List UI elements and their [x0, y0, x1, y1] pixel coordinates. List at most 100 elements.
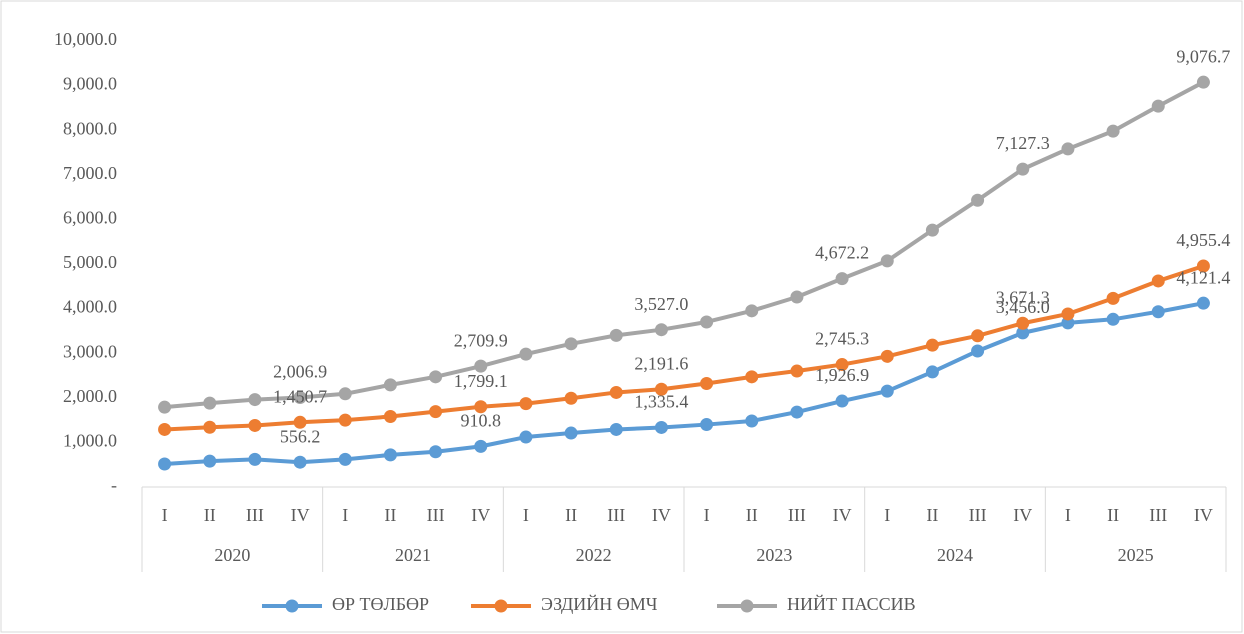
data-point: [338, 387, 352, 401]
x-group-label: 2021: [395, 545, 431, 565]
data-point: [835, 358, 849, 372]
data-point: [609, 385, 623, 399]
y-tick-label: 4,000.0: [63, 297, 117, 317]
data-point: [654, 382, 668, 396]
y-tick-label: 1,000.0: [63, 431, 117, 451]
legend-marker: [740, 599, 754, 613]
x-tick-label: IV: [1194, 505, 1213, 525]
x-tick-label: II: [1107, 505, 1119, 525]
y-tick-label: 2,000.0: [63, 386, 117, 406]
data-point: [745, 370, 759, 384]
data-point: [925, 338, 939, 352]
x-group-label: 2024: [937, 545, 973, 565]
x-tick-label: III: [246, 505, 264, 525]
data-point: [383, 378, 397, 392]
data-point: [474, 359, 488, 373]
data-point: [971, 344, 985, 358]
data-label: 1,799.1: [454, 371, 508, 391]
legend-marker: [494, 599, 508, 613]
data-point: [203, 420, 217, 434]
x-tick-label: I: [1065, 505, 1071, 525]
data-label: 9,076.7: [1176, 46, 1230, 66]
data-point: [1151, 305, 1165, 319]
data-label: 1,450.7: [273, 386, 327, 406]
x-tick-label: II: [565, 505, 577, 525]
y-tick-label: 8,000.0: [63, 118, 117, 138]
data-point: [1106, 312, 1120, 326]
x-tick-label: IV: [291, 505, 310, 525]
data-point: [564, 426, 578, 440]
data-point: [925, 223, 939, 237]
data-point: [700, 377, 714, 391]
data-point: [880, 384, 894, 398]
data-label: 2,191.6: [634, 353, 688, 373]
data-label: 556.2: [280, 426, 321, 446]
x-tick-label: III: [969, 505, 987, 525]
data-label: 4,121.4: [1176, 267, 1230, 287]
data-point: [1196, 296, 1210, 310]
y-tick-label: -: [111, 475, 117, 495]
data-label: 7,127.3: [996, 133, 1050, 153]
data-point: [790, 364, 804, 378]
data-point: [1196, 75, 1210, 89]
data-label: 2,709.9: [454, 330, 508, 350]
data-label: 2,006.9: [273, 362, 327, 382]
data-point: [474, 439, 488, 453]
x-group-label: 2022: [576, 545, 612, 565]
data-point: [609, 422, 623, 436]
data-point: [700, 418, 714, 432]
x-tick-label: IV: [1013, 505, 1032, 525]
x-tick-label: II: [746, 505, 758, 525]
data-point: [1106, 291, 1120, 305]
data-label: 3,527.0: [634, 294, 688, 314]
y-tick-label: 5,000.0: [63, 252, 117, 272]
data-point: [383, 448, 397, 462]
data-point: [1016, 316, 1030, 330]
data-point: [835, 272, 849, 286]
x-tick-label: I: [523, 505, 529, 525]
x-group-label: 2025: [1118, 545, 1154, 565]
data-point: [654, 323, 668, 337]
data-point: [474, 400, 488, 414]
data-point: [971, 329, 985, 343]
series-line: [164, 301, 1204, 467]
x-tick-label: IV: [652, 505, 671, 525]
y-tick-label: 9,000.0: [63, 74, 117, 94]
legend-label: ЭЗДИЙН ӨМЧ: [541, 594, 658, 614]
series-line: [164, 80, 1205, 410]
data-point: [745, 304, 759, 318]
y-tick-label: 10,000.0: [54, 29, 117, 49]
data-point: [519, 430, 533, 444]
data-point: [338, 452, 352, 466]
legend-label: НИЙТ ПАССИВ: [787, 594, 916, 614]
x-tick-label: I: [704, 505, 710, 525]
x-tick-label: IV: [833, 505, 852, 525]
data-label: 910.8: [461, 411, 502, 431]
legend-marker: [285, 599, 299, 613]
data-point: [564, 391, 578, 405]
x-tick-label: III: [788, 505, 806, 525]
data-point: [654, 420, 668, 434]
data-point: [1151, 99, 1165, 113]
data-point: [880, 349, 894, 363]
data-label: 4,672.2: [815, 243, 869, 263]
data-point: [158, 422, 172, 436]
data-point: [564, 337, 578, 351]
data-point: [1061, 316, 1075, 330]
data-point: [429, 405, 443, 419]
data-point: [158, 457, 172, 471]
y-tick-label: 7,000.0: [63, 163, 117, 183]
data-point: [1016, 326, 1030, 340]
x-group-label: 2020: [214, 545, 250, 565]
data-point: [1106, 124, 1120, 138]
data-point: [248, 393, 262, 407]
data-point: [1061, 307, 1075, 321]
y-tick-label: 3,000.0: [63, 341, 117, 361]
x-tick-label: II: [204, 505, 216, 525]
data-point: [790, 290, 804, 304]
x-tick-label: I: [162, 505, 168, 525]
data-point: [1196, 259, 1210, 273]
x-tick-label: I: [884, 505, 890, 525]
